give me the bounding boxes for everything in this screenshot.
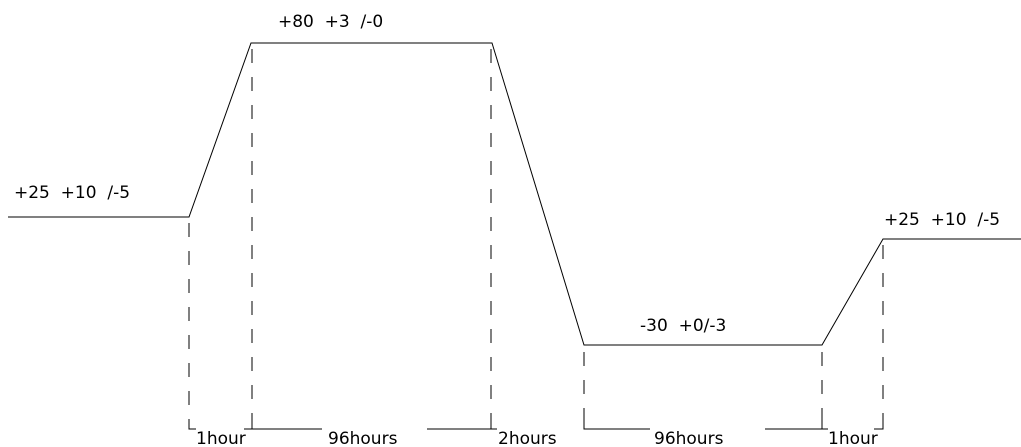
temperature-profile-line [8,42,1021,346]
bracket-ramp-down [490,420,497,430]
bracket-ramp-back-end [874,420,884,430]
duration-label-hold-high: 96hours [328,429,398,447]
duration-label-ramp-down: 2hours [498,429,557,447]
bracket-ramp-up [188,420,196,430]
level-label-low: -30 +0/-3 [640,316,726,336]
duration-label-ramp-back: 1hour [828,429,878,447]
duration-label-ramp-up: 1hour [196,429,246,447]
level-label-start: +25 +10 /-5 [14,183,130,203]
bracket-hold-high [244,420,253,430]
bracket-hold-low-right [765,420,823,430]
bracket-hold-low-left [583,420,650,430]
duration-label-hold-low: 96hours [654,429,724,447]
level-label-end: +25 +10 /-5 [884,210,1000,230]
level-label-high: +80 +3 /-0 [278,12,383,32]
